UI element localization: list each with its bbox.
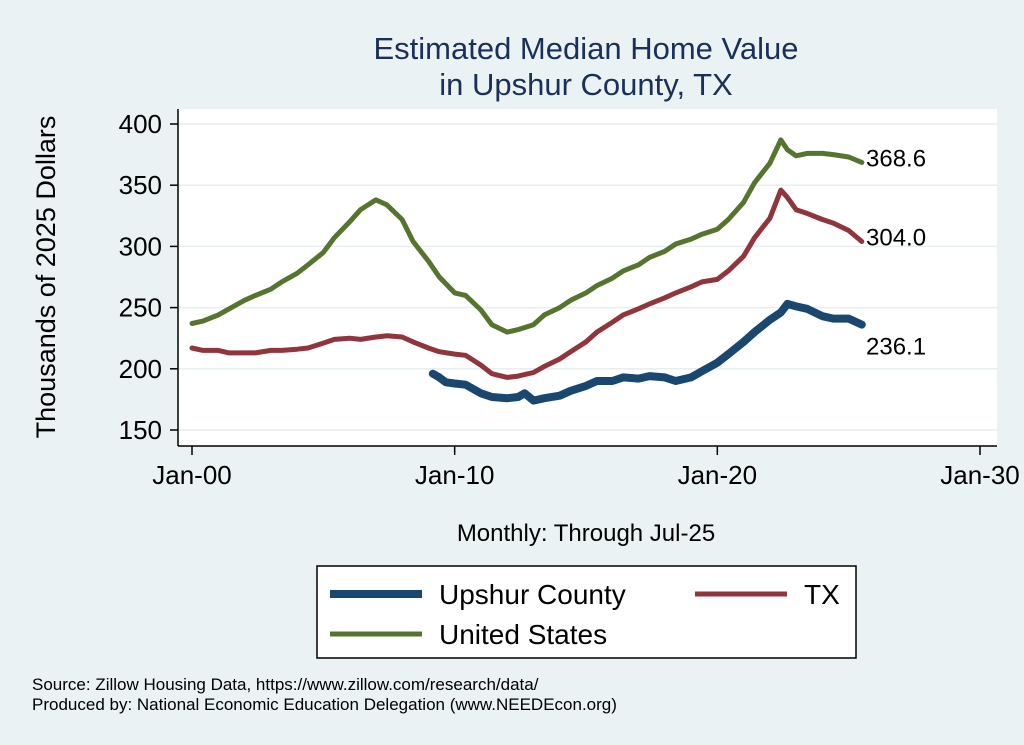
- y-tick-label: 250: [119, 293, 162, 323]
- plot-area: [178, 109, 997, 446]
- chart-title-line-1: Estimated Median Home Value: [373, 31, 798, 66]
- y-axis-label: Thousands of 2025 Dollars: [31, 116, 61, 439]
- axes: 150 200 250 300 350 400 Jan-00 Jan-10 Jan-20 Jan-…: [119, 109, 1020, 490]
- legend: Upshur County TX United States: [316, 565, 857, 659]
- legend-box: [316, 565, 857, 659]
- y-tick-label: 400: [119, 109, 162, 139]
- series-line-united-states: [189, 137, 865, 335]
- x-tick-label: Jan-10: [415, 460, 495, 490]
- x-axis-label: Monthly: Through Jul-25: [457, 520, 715, 547]
- y-tick-label: 200: [119, 354, 162, 384]
- x-tick-label: Jan-30: [940, 460, 1020, 490]
- series-layer: [189, 137, 866, 405]
- series-line-upshur-county: [428, 299, 866, 405]
- y-tick-label: 150: [119, 415, 162, 445]
- producer-note: Produced by: National Economic Education…: [32, 695, 617, 714]
- end-label-tx: 304.0: [866, 225, 926, 252]
- end-label-united-states: 368.6: [866, 145, 926, 172]
- y-tick-label: 350: [119, 170, 162, 200]
- end-label-upshur-county: 236.1: [866, 334, 926, 361]
- grid-lines: [178, 123, 997, 431]
- x-tick-label: Jan-20: [678, 460, 758, 490]
- x-tick-label: Jan-00: [152, 460, 232, 490]
- chart-title-line-2: in Upshur County, TX: [439, 67, 733, 102]
- series-line-tx: [189, 187, 865, 380]
- legend-label: United States: [439, 619, 607, 650]
- y-tick-label: 300: [119, 231, 162, 261]
- source-note: Source: Zillow Housing Data, https://www…: [32, 675, 539, 694]
- legend-label: Upshur County: [439, 579, 626, 610]
- end-labels: 236.1 304.0 368.6: [866, 145, 926, 360]
- legend-label: TX: [804, 579, 840, 610]
